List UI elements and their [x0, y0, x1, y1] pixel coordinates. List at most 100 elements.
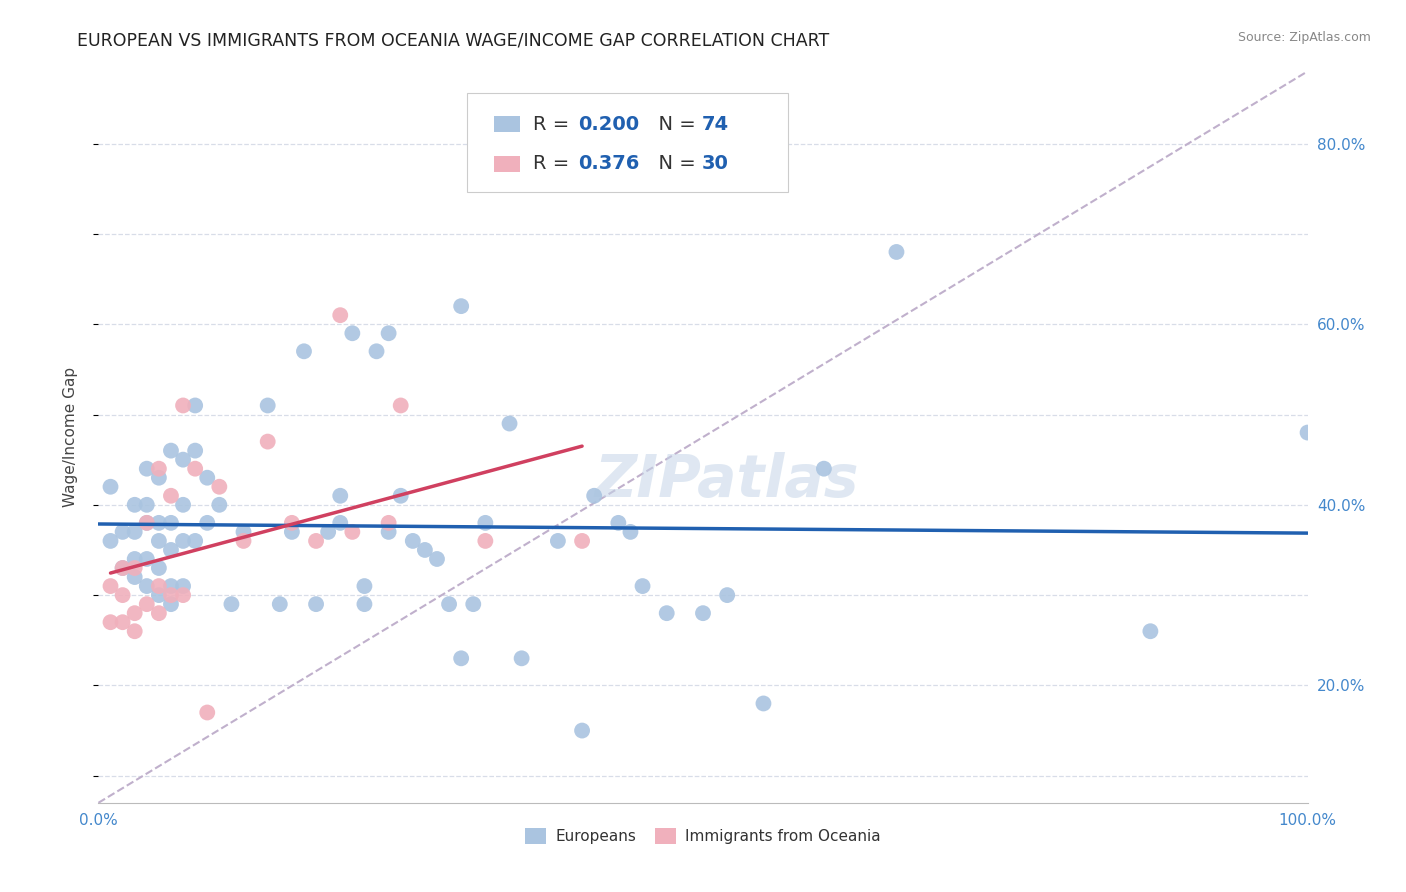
FancyBboxPatch shape	[494, 116, 520, 132]
Text: EUROPEAN VS IMMIGRANTS FROM OCEANIA WAGE/INCOME GAP CORRELATION CHART: EUROPEAN VS IMMIGRANTS FROM OCEANIA WAGE…	[77, 31, 830, 49]
Point	[221, 597, 243, 611]
Point	[413, 543, 436, 558]
Point	[474, 533, 496, 548]
Point	[389, 399, 412, 413]
Point	[232, 524, 254, 539]
Y-axis label: Wage/Income Gap: Wage/Income Gap	[63, 367, 77, 508]
Point	[148, 588, 170, 602]
Point	[619, 524, 641, 539]
Point	[184, 461, 207, 475]
Point	[886, 244, 908, 259]
Point	[377, 524, 399, 539]
Point	[135, 597, 157, 611]
Point	[160, 443, 183, 458]
Point	[256, 399, 278, 413]
Point	[160, 516, 183, 530]
Text: Source: ZipAtlas.com: Source: ZipAtlas.com	[1237, 31, 1371, 45]
Point	[160, 489, 183, 503]
Point	[329, 308, 352, 322]
Point	[402, 533, 425, 548]
Point	[148, 606, 170, 620]
Point	[160, 543, 183, 558]
Point	[111, 615, 134, 630]
Point	[607, 516, 630, 530]
Point	[172, 533, 194, 548]
Text: 0.200: 0.200	[578, 115, 640, 134]
Text: R =: R =	[533, 154, 581, 173]
Point	[195, 706, 218, 720]
Point	[172, 498, 194, 512]
Point	[124, 624, 146, 639]
Text: ZIPatlas: ZIPatlas	[595, 452, 859, 509]
Point	[184, 533, 207, 548]
Point	[124, 552, 146, 566]
Point	[172, 579, 194, 593]
Point	[292, 344, 315, 359]
Point	[353, 579, 375, 593]
FancyBboxPatch shape	[467, 94, 787, 192]
Point	[342, 524, 364, 539]
Point	[426, 552, 449, 566]
Point	[510, 651, 533, 665]
Text: N =: N =	[647, 154, 702, 173]
Point	[366, 344, 388, 359]
Point	[450, 299, 472, 313]
Text: R =: R =	[533, 115, 575, 134]
Point	[463, 597, 485, 611]
Text: 0.376: 0.376	[578, 154, 640, 173]
Point	[655, 606, 678, 620]
Point	[1296, 425, 1319, 440]
Point	[160, 579, 183, 593]
Point	[389, 489, 412, 503]
Point	[208, 480, 231, 494]
Point	[148, 471, 170, 485]
Point	[124, 561, 146, 575]
Point	[547, 533, 569, 548]
Point	[813, 461, 835, 475]
Point	[100, 615, 122, 630]
Point	[342, 326, 364, 341]
Point	[135, 461, 157, 475]
Point	[148, 579, 170, 593]
Point	[172, 399, 194, 413]
Point	[281, 524, 304, 539]
Point	[124, 570, 146, 584]
Point	[450, 651, 472, 665]
Point	[571, 723, 593, 738]
Point	[269, 597, 291, 611]
Point	[208, 498, 231, 512]
Point	[305, 597, 328, 611]
FancyBboxPatch shape	[494, 156, 520, 172]
Point	[316, 524, 339, 539]
Point	[111, 524, 134, 539]
Point	[135, 516, 157, 530]
Point	[571, 533, 593, 548]
Text: 74: 74	[702, 115, 728, 134]
Point	[631, 579, 654, 593]
Point	[148, 516, 170, 530]
Point	[100, 579, 122, 593]
Point	[353, 597, 375, 611]
Point	[124, 524, 146, 539]
Point	[377, 516, 399, 530]
Point	[195, 516, 218, 530]
Point	[716, 588, 738, 602]
Legend: Europeans, Immigrants from Oceania: Europeans, Immigrants from Oceania	[519, 822, 887, 850]
Point	[100, 533, 122, 548]
Point	[692, 606, 714, 620]
Point	[752, 697, 775, 711]
Text: N =: N =	[647, 115, 702, 134]
Point	[256, 434, 278, 449]
Point	[583, 489, 606, 503]
Point	[329, 489, 352, 503]
Point	[195, 471, 218, 485]
Point	[135, 552, 157, 566]
Point	[124, 498, 146, 512]
Point	[437, 597, 460, 611]
Text: 30: 30	[702, 154, 728, 173]
Point	[111, 561, 134, 575]
Point	[135, 516, 157, 530]
Point	[172, 452, 194, 467]
Point	[377, 326, 399, 341]
Point	[111, 588, 134, 602]
